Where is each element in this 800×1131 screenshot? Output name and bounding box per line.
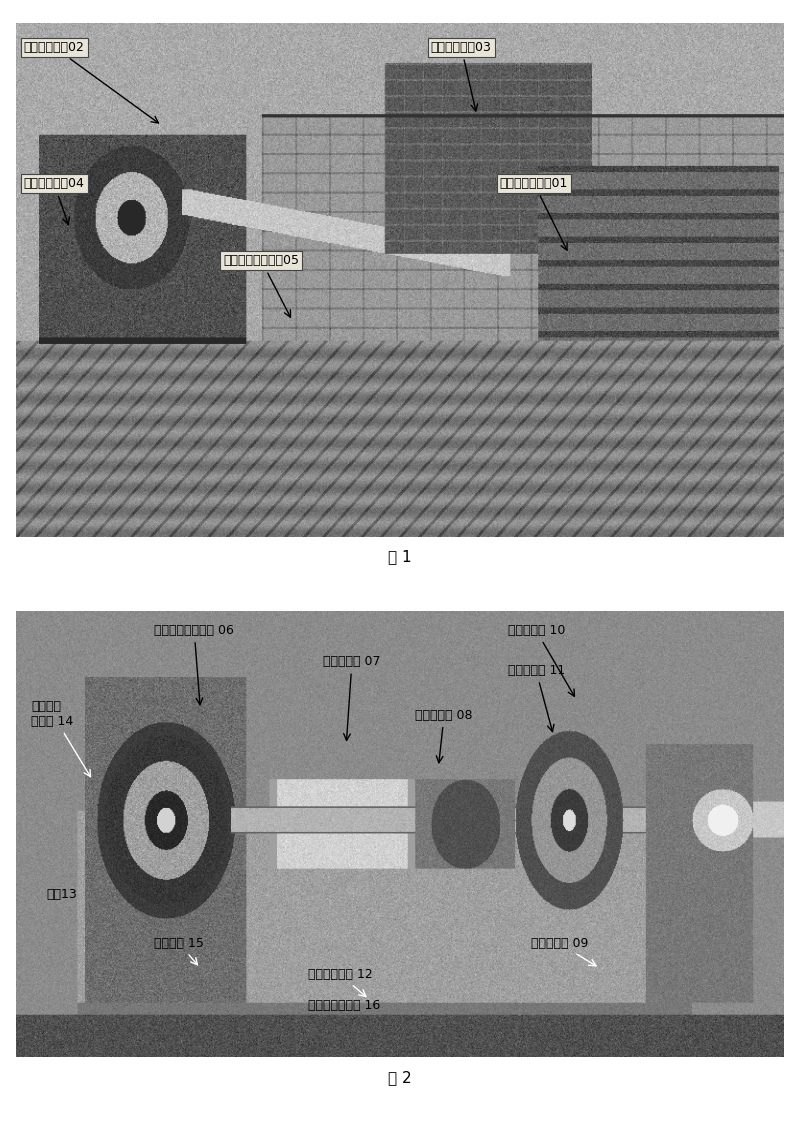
Text: 平面轴承模块04: 平面轴承模块04 — [24, 178, 85, 224]
Text: 扭矩加载执行机构 06: 扭矩加载执行机构 06 — [154, 624, 234, 705]
Text: 限位与锁定附件 16: 限位与锁定附件 16 — [308, 1000, 380, 1012]
Text: 变弯矩加载点模块05: 变弯矩加载点模块05 — [223, 254, 299, 317]
Text: 扭矩传感器 07: 扭矩传感器 07 — [323, 656, 381, 741]
Text: 定子平面
轴承座 14: 定子平面 轴承座 14 — [31, 700, 90, 777]
Text: 扭矩输出轴 09: 扭矩输出轴 09 — [530, 936, 596, 966]
Text: 弯矩加载模块03: 弯矩加载模块03 — [430, 41, 491, 111]
Text: 动子衬垫 15: 动子衬垫 15 — [154, 936, 204, 965]
Text: 被加载对象模块01: 被加载对象模块01 — [500, 178, 568, 250]
Text: 角度传感器 08: 角度传感器 08 — [415, 709, 473, 762]
Text: 图 2: 图 2 — [388, 1070, 412, 1085]
Text: 可调惯量盘 10: 可调惯量盘 10 — [507, 624, 574, 697]
Text: 扭矩加载支架 12: 扭矩加载支架 12 — [308, 968, 373, 996]
Text: 图 1: 图 1 — [388, 550, 412, 564]
Text: 扭矩加载模块02: 扭矩加载模块02 — [24, 41, 158, 123]
Text: 刚性联轴器 11: 刚性联轴器 11 — [507, 664, 565, 732]
Text: 滚子13: 滚子13 — [46, 888, 78, 900]
